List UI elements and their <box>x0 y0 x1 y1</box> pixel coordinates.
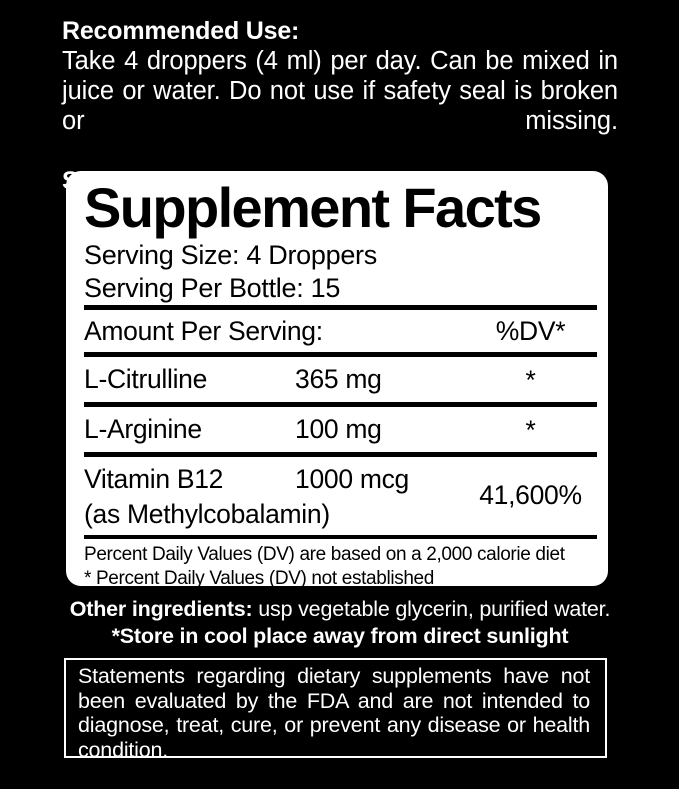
other-ingredients-value: usp vegetable glycerin, purified water. <box>258 597 611 621</box>
percent-dv-label: %DV* <box>495 316 566 346</box>
nutrient-amount: 1000 mcg <box>295 464 409 494</box>
table-rule-bottom <box>84 535 597 539</box>
serving-per-bottle-text: Serving Per Bottle: 15 <box>84 273 341 303</box>
table-rule-1 <box>84 402 597 407</box>
other-ingredients-section: Other ingredients: usp vegetable glyceri… <box>60 596 620 650</box>
table-rule-2 <box>84 452 597 457</box>
recommended-use-body: Take 4 droppers (4 ml) per day. Can be m… <box>62 47 618 135</box>
nutrient-dv: * <box>525 415 536 445</box>
supplement-facts-title: Supplement Facts <box>84 176 542 239</box>
nutrient-dv: 41,600% <box>479 480 582 510</box>
recommended-use-section: Recommended Use: Take 4 droppers (4 ml) … <box>62 16 618 197</box>
footnotes-section: Percent Daily Values (DV) are based on a… <box>84 539 600 591</box>
recommended-use-heading: Recommended Use: <box>62 17 300 45</box>
nutrient-amount: 365 mg <box>295 364 382 394</box>
nutrient-dv: * <box>525 365 536 395</box>
vitamin-b12-name-block: Vitamin B12 (as Methylcobalamin) <box>84 462 330 532</box>
other-ingredients-label: Other ingredients: <box>69 597 253 621</box>
table-row: L-Arginine 100 mg * <box>84 407 597 452</box>
nutrient-name: Vitamin B12 <box>84 464 224 494</box>
nutrient-name: L-Arginine <box>84 414 202 444</box>
other-ingredients-line: Other ingredients: usp vegetable glyceri… <box>60 596 620 623</box>
nutrient-name: L-Citrulline <box>84 364 208 394</box>
supplement-facts-panel: Supplement Facts Serving Size: 4 Dropper… <box>66 171 608 589</box>
footnote-daily-value-basis: Percent Daily Values (DV) are based on a… <box>84 544 565 565</box>
nutrient-amount: 100 mg <box>295 414 382 444</box>
table-rule-top <box>84 305 597 310</box>
fda-disclaimer-box: Statements regarding dietary supplements… <box>64 658 607 762</box>
table-row: L-Citrulline 365 mg * <box>84 357 597 402</box>
table-rule-header <box>84 352 597 357</box>
storage-instructions: *Store in cool place away from direct su… <box>111 624 569 648</box>
fda-disclaimer-text: Statements regarding dietary supplements… <box>78 664 590 762</box>
table-header-row: Amount Per Serving: %DV* <box>84 310 597 352</box>
nutrient-name-secondary: (as Methylcobalamin) <box>84 499 330 529</box>
serving-size-text: Serving Size: 4 Droppers <box>84 240 377 270</box>
supplement-facts-content: Supplement Facts Serving Size: 4 Dropper… <box>84 171 597 591</box>
amount-per-serving-label: Amount Per Serving: <box>84 316 323 346</box>
table-row-vitamin-b12: Vitamin B12 (as Methylcobalamin) 1000 mc… <box>84 457 597 535</box>
footnote-dv-not-established: * Percent Daily Values (DV) not establis… <box>84 568 434 589</box>
